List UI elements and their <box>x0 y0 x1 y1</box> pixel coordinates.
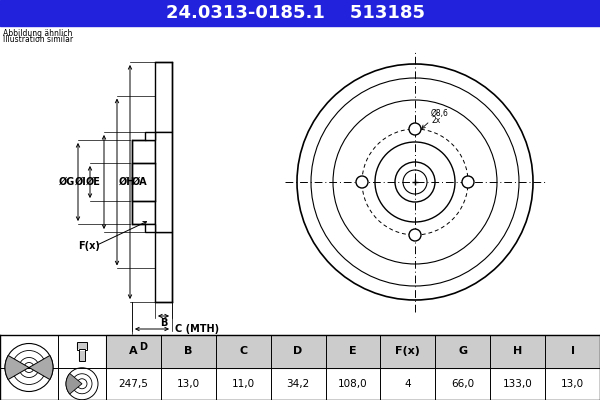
Circle shape <box>5 344 53 392</box>
Bar <box>77 342 87 350</box>
Wedge shape <box>29 356 53 380</box>
Circle shape <box>403 170 427 194</box>
Text: 24.0313-0185.1    513185: 24.0313-0185.1 513185 <box>166 4 425 22</box>
Text: 11,0: 11,0 <box>232 379 255 389</box>
Text: C (MTH): C (MTH) <box>175 324 219 334</box>
Polygon shape <box>132 140 155 224</box>
Wedge shape <box>5 356 29 380</box>
Circle shape <box>375 142 455 222</box>
Text: 4: 4 <box>404 379 411 389</box>
Bar <box>79 349 85 361</box>
Bar <box>0 335 600 400</box>
Circle shape <box>66 368 98 400</box>
Text: B: B <box>160 318 167 328</box>
Text: B: B <box>184 346 193 356</box>
Polygon shape <box>155 232 172 302</box>
Circle shape <box>356 176 368 188</box>
Circle shape <box>409 123 421 135</box>
Circle shape <box>72 374 92 394</box>
Text: 108,0: 108,0 <box>338 379 368 389</box>
Text: 2x: 2x <box>431 116 440 125</box>
Text: E: E <box>349 346 357 356</box>
Circle shape <box>462 176 474 188</box>
Text: ØE: ØE <box>86 177 101 187</box>
Text: ØH: ØH <box>119 177 136 187</box>
Circle shape <box>24 362 34 372</box>
Bar <box>0 0 600 26</box>
Text: ØI: ØI <box>75 177 87 187</box>
Text: 34,2: 34,2 <box>286 379 310 389</box>
Text: A: A <box>129 346 138 356</box>
Polygon shape <box>155 62 172 132</box>
Circle shape <box>19 358 39 378</box>
Text: Illustration similar: Illustration similar <box>3 35 73 44</box>
Wedge shape <box>66 374 82 394</box>
Text: Ø8,6: Ø8,6 <box>431 109 449 118</box>
Circle shape <box>395 162 435 202</box>
Bar <box>132 163 155 201</box>
Circle shape <box>12 350 46 384</box>
Text: 247,5: 247,5 <box>119 379 148 389</box>
Text: F(x): F(x) <box>395 346 421 356</box>
Circle shape <box>311 78 519 286</box>
Circle shape <box>297 64 533 300</box>
Text: H: H <box>513 346 522 356</box>
Text: I: I <box>571 346 575 356</box>
Polygon shape <box>155 132 172 232</box>
Text: C: C <box>239 346 247 356</box>
Text: Abbildung ähnlich: Abbildung ähnlich <box>3 29 73 38</box>
Text: D: D <box>139 342 148 352</box>
Circle shape <box>333 100 497 264</box>
Polygon shape <box>145 224 155 232</box>
Text: F(x): F(x) <box>78 241 100 251</box>
Circle shape <box>409 229 421 241</box>
Text: G: G <box>458 346 467 356</box>
Circle shape <box>77 379 87 389</box>
Text: ØG: ØG <box>59 177 75 187</box>
Bar <box>106 335 600 368</box>
Text: ØA: ØA <box>132 177 148 187</box>
Text: 66,0: 66,0 <box>451 379 475 389</box>
Text: 133,0: 133,0 <box>503 379 533 389</box>
Text: 13,0: 13,0 <box>177 379 200 389</box>
Text: D: D <box>293 346 303 356</box>
Text: 13,0: 13,0 <box>561 379 584 389</box>
Polygon shape <box>145 132 155 140</box>
